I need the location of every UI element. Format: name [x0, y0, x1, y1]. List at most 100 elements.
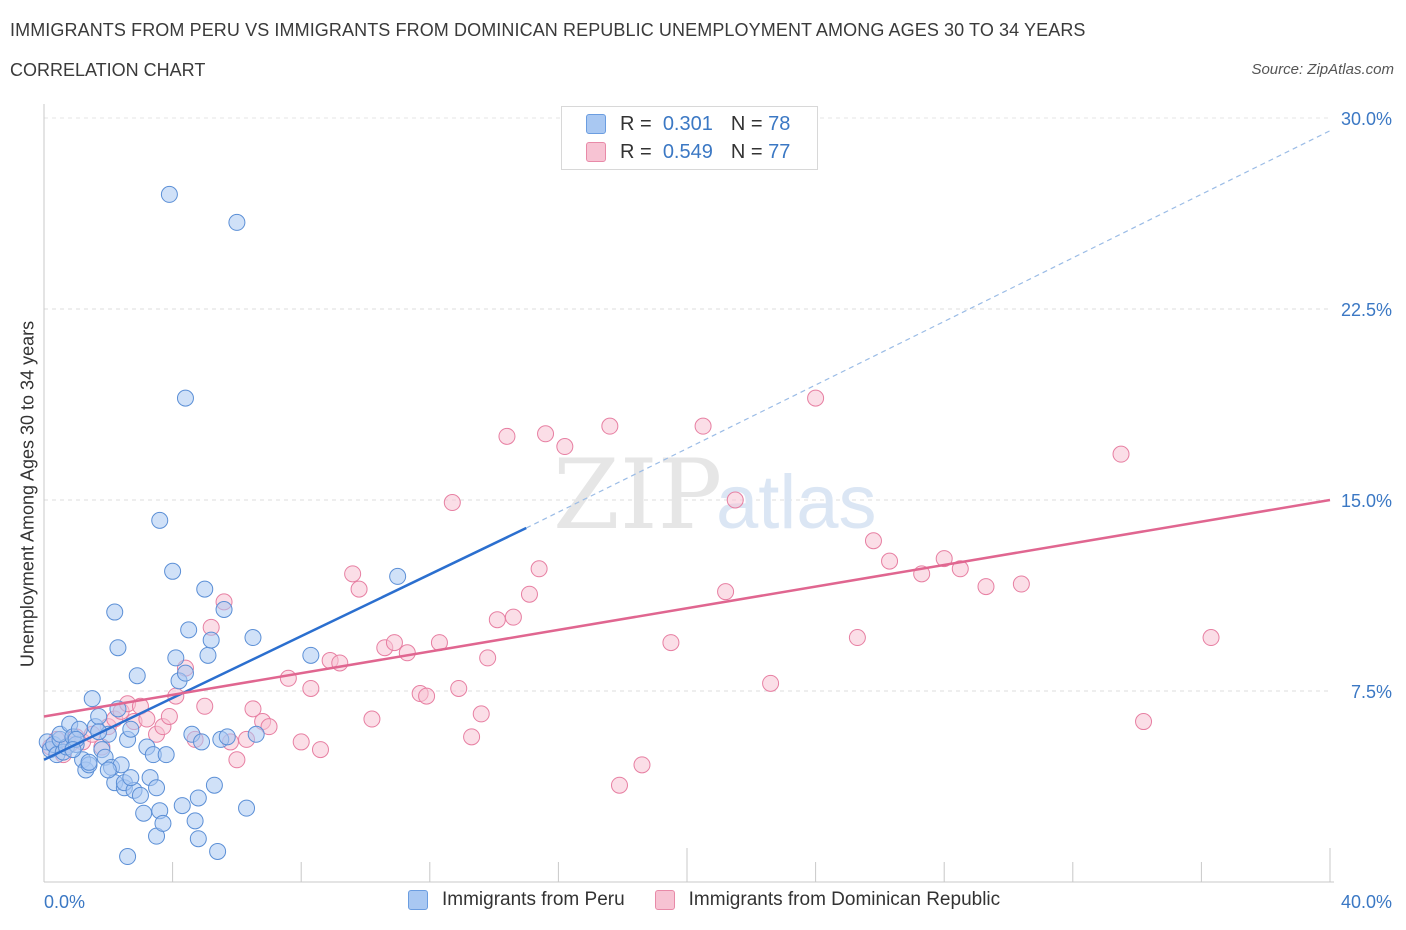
point-peru: [199, 646, 217, 664]
legend-label-dr: Immigrants from Dominican Republic: [688, 889, 1001, 910]
x-tick-label: 0.0%: [44, 892, 85, 912]
source-label: Source: ZipAtlas.com: [1251, 61, 1394, 78]
trend-line-dominican-republic: [43, 498, 1331, 718]
point-dominican-republic: [488, 611, 506, 629]
point-dominican-republic: [520, 585, 538, 603]
legend-swatch-dr: [586, 142, 606, 162]
point-peru: [154, 814, 172, 832]
legend-r-label: R =: [620, 140, 652, 163]
point-dominican-republic: [977, 578, 995, 596]
point-dominican-republic: [260, 718, 278, 736]
point-dominican-republic: [610, 776, 628, 794]
point-peru: [218, 728, 236, 746]
point-peru: [173, 797, 191, 815]
point-dominican-republic: [762, 674, 780, 692]
point-dominican-republic: [160, 707, 178, 725]
point-peru: [238, 799, 256, 817]
point-peru: [164, 562, 182, 580]
point-peru: [228, 213, 246, 231]
legend-n-value-dr: 77: [768, 140, 791, 163]
point-dominican-republic: [479, 649, 497, 667]
point-peru: [189, 830, 207, 848]
series-legend: Immigrants from Peru Immigrants from Dom…: [408, 889, 1030, 911]
point-peru: [106, 603, 124, 621]
point-dominican-republic: [302, 679, 320, 697]
y-tick-label: 22.5%: [1341, 300, 1392, 320]
point-peru: [176, 664, 194, 682]
point-dominican-republic: [228, 751, 246, 769]
point-dominican-republic: [1012, 575, 1030, 593]
tick-labels: 7.5% 15.0% 22.5% 30.0% 0.0% 40.0%: [44, 109, 1392, 912]
y-axis-label: Unemployment Among Ages 30 to 34 years: [17, 320, 38, 668]
point-peru: [148, 779, 166, 797]
point-dominican-republic: [443, 494, 461, 512]
legend-n-label: N =: [730, 112, 763, 135]
point-dominican-republic: [694, 417, 712, 435]
point-dominican-republic: [1112, 445, 1130, 463]
legend-swatch-dr: [654, 890, 675, 910]
point-dominican-republic: [662, 634, 680, 652]
point-peru: [302, 646, 320, 664]
grid-lines: [44, 117, 1330, 692]
point-dominican-republic: [1135, 713, 1153, 731]
point-dominican-republic: [951, 560, 969, 578]
point-dominican-republic: [807, 389, 825, 407]
point-peru: [193, 733, 211, 751]
correlation-legend: R = 0.301 N = 78 R = 0.549 N = 77: [561, 106, 818, 170]
point-peru: [209, 842, 227, 860]
point-peru: [99, 761, 117, 779]
trend-line-peru: [43, 526, 527, 761]
point-dominican-republic: [244, 700, 262, 718]
legend-item-dr: Immigrants from Dominican Republic: [654, 889, 1001, 911]
point-peru: [167, 649, 185, 667]
point-dominican-republic: [450, 679, 468, 697]
y-tick-label: 15.0%: [1341, 491, 1392, 511]
y-tick-label: 7.5%: [1351, 682, 1392, 702]
legend-row-peru: R = 0.301 N = 78: [586, 112, 790, 136]
legend-swatch-peru: [408, 890, 428, 910]
point-peru: [205, 776, 223, 794]
x-tick-label: 40.0%: [1341, 892, 1392, 912]
legend-item-peru: Immigrants from Peru: [408, 889, 625, 911]
point-peru: [151, 511, 169, 529]
point-dominican-republic: [717, 583, 735, 601]
point-dominican-republic: [350, 580, 368, 598]
point-peru: [128, 667, 146, 685]
point-peru: [131, 786, 149, 804]
point-dominican-republic: [498, 427, 516, 445]
point-peru: [202, 631, 220, 649]
point-dominican-republic: [537, 425, 555, 443]
zipatlas-watermark: ZIP atlas: [553, 439, 877, 551]
y-tick-label: 30.0%: [1341, 109, 1392, 129]
point-peru: [196, 580, 214, 598]
watermark-zip: ZIP: [553, 439, 722, 551]
point-dominican-republic: [292, 733, 310, 751]
legend-n-value-peru: 78: [768, 112, 791, 135]
point-peru: [247, 725, 265, 743]
point-dominican-republic: [848, 629, 866, 647]
point-peru: [176, 389, 194, 407]
point-dominican-republic: [530, 560, 548, 578]
chart-title: IMMIGRANTS FROM PERU VS IMMIGRANTS FROM …: [10, 20, 1086, 40]
series-dominican-republic: [41, 389, 1220, 794]
point-dominican-republic: [279, 669, 297, 687]
point-dominican-republic: [1202, 629, 1220, 647]
point-dominican-republic: [935, 550, 953, 568]
point-dominican-republic: [363, 710, 381, 728]
legend-r-label: R =: [620, 112, 652, 135]
point-peru: [109, 639, 127, 657]
point-peru: [186, 812, 204, 830]
point-peru: [189, 789, 207, 807]
point-dominican-republic: [385, 634, 403, 652]
point-dominican-republic: [601, 417, 619, 435]
point-dominican-republic: [463, 728, 481, 746]
point-peru: [80, 753, 98, 771]
legend-swatch-peru: [586, 114, 606, 134]
legend-row-dr: R = 0.549 N = 77: [586, 140, 790, 164]
point-dominican-republic: [864, 532, 882, 550]
point-peru: [180, 621, 198, 639]
point-peru: [135, 804, 153, 822]
point-peru: [160, 185, 178, 203]
point-peru: [389, 567, 407, 585]
point-dominican-republic: [344, 565, 362, 583]
